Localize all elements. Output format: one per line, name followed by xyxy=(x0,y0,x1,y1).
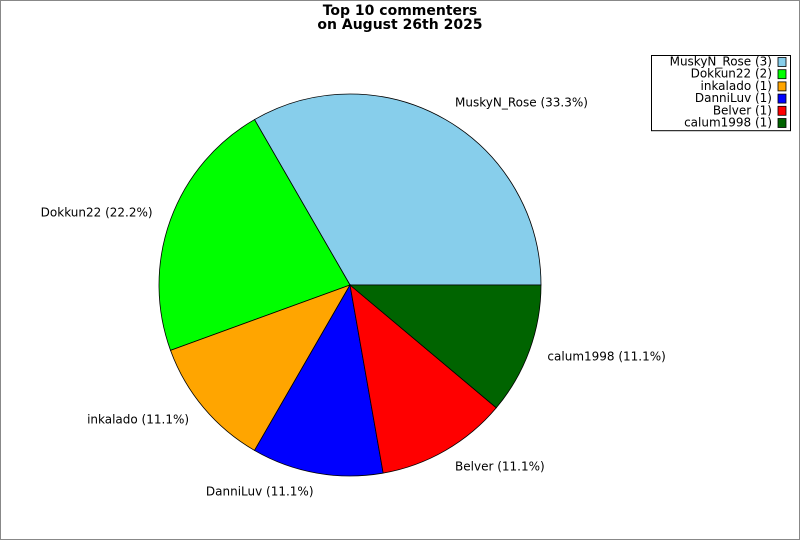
slice-label: DanniLuv (11.1%) xyxy=(206,484,314,498)
slice-label: Belver (11.1%) xyxy=(455,459,545,473)
legend-label: DanniLuv (1) xyxy=(695,91,772,105)
legend-swatch xyxy=(777,118,787,128)
pie-slice xyxy=(253,283,384,477)
slice-label: MuskyN_Rose (33.3%) xyxy=(455,96,588,110)
chart-title: on August 26th 2025 xyxy=(317,17,482,33)
legend-swatch xyxy=(777,57,787,67)
pie-slice xyxy=(253,93,542,286)
pie-slice xyxy=(170,284,351,451)
slice-label: calum1998 (11.1%) xyxy=(547,349,665,363)
legend-swatch xyxy=(777,105,787,116)
legend-label: Belver (1) xyxy=(713,103,772,117)
legend-box xyxy=(651,55,791,132)
slice-label: Dokkun22 (22.2%) xyxy=(41,206,153,220)
legend-swatch xyxy=(777,69,787,80)
pie-slice xyxy=(158,119,351,351)
legend-label: Dokkun22 (2) xyxy=(691,67,772,81)
slice-label: inkalado (11.1%) xyxy=(87,413,189,427)
chart-title: Top 10 commenters xyxy=(323,3,478,19)
legend-swatch xyxy=(777,93,787,104)
legend-label: MuskyN_Rose (3) xyxy=(670,55,772,69)
legend-label: calum1998 (1) xyxy=(684,116,772,130)
pie-slice xyxy=(348,284,542,409)
legend-swatch xyxy=(777,81,787,92)
pie-slice xyxy=(349,283,497,474)
legend-label: inkalado (1) xyxy=(701,79,773,93)
